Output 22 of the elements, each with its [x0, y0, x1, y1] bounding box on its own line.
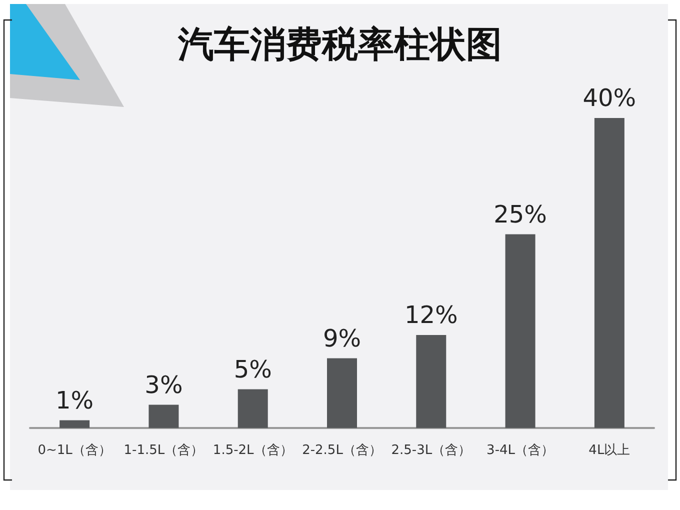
x-tick-label: 4L以上 — [588, 443, 630, 458]
data-label: 12% — [404, 301, 458, 329]
bar — [594, 118, 624, 428]
bar — [60, 420, 90, 428]
data-label: 40% — [582, 84, 636, 112]
x-tick-label: 3-4L（含） — [486, 443, 554, 458]
data-label: 9% — [322, 324, 362, 352]
data-label: 5% — [234, 355, 272, 384]
x-tick-label: 0~1L（含） — [38, 443, 112, 458]
chart-title: 汽车消费税率柱状图 — [177, 24, 502, 66]
bar — [416, 335, 446, 428]
bar — [148, 404, 179, 428]
x-tick-label: 2-2.5L（含） — [302, 443, 382, 458]
bar — [327, 358, 357, 428]
x-tick-label: 1.5-2L（含） — [212, 443, 293, 458]
data-label: 25% — [494, 200, 547, 228]
x-tick-label: 2.5-3L（含） — [391, 443, 472, 458]
data-label: 1% — [56, 386, 94, 414]
x-tick-label: 1-1.5L（含） — [124, 443, 204, 458]
bar — [505, 234, 536, 428]
bar — [238, 389, 268, 428]
data-label: 3% — [144, 370, 183, 399]
